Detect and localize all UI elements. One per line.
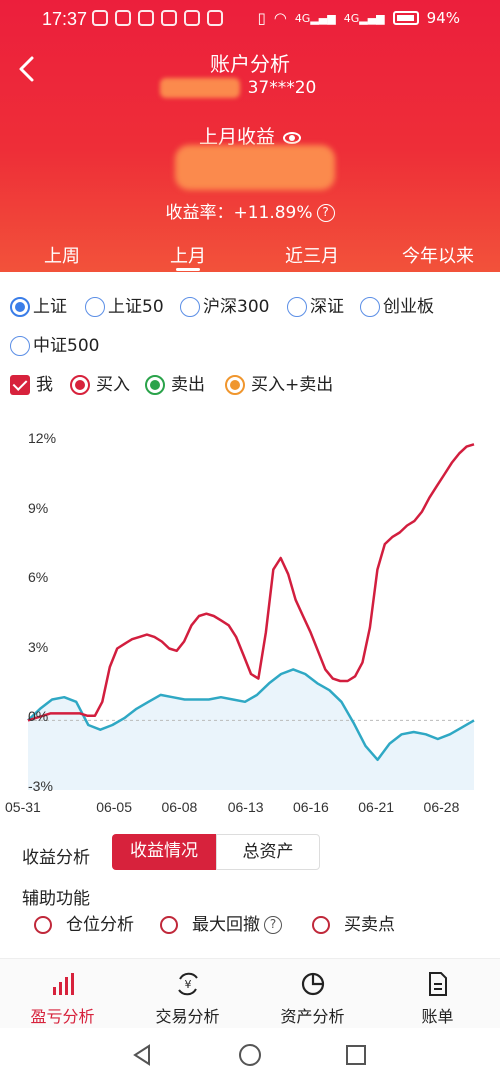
benchmark-csi300[interactable]: 沪深300	[180, 292, 269, 317]
account-mask	[160, 78, 240, 98]
period-tabs: 上周 上月 近三月 今年以来	[0, 238, 500, 272]
help-icon[interactable]: ?	[316, 204, 335, 222]
nav-trade[interactable]: ¥ 交易分析	[125, 959, 250, 1029]
battery-icon	[392, 11, 419, 25]
benchmark-chinext[interactable]: 创业板	[360, 292, 434, 317]
yen-exchange-icon: ¥	[178, 972, 198, 996]
y-tick-label: 12%	[28, 430, 57, 446]
assist-position[interactable]: 仓位分析	[34, 910, 134, 935]
benchmark-szse[interactable]: 深证	[287, 292, 344, 317]
y-tick-label: -3%	[28, 778, 53, 794]
analysis-label: 收益分析	[22, 848, 90, 868]
tab-last-week[interactable]: 上周	[44, 246, 80, 267]
status-right: ▯ ◠ 4G▂▄▆ 4G▂▄▆ 94%	[257, 9, 460, 27]
x-tick-label: 06-08	[161, 799, 198, 815]
y-tick-label: 6%	[28, 569, 49, 586]
sell-dot-icon	[145, 375, 165, 395]
buysell-dot-icon	[225, 375, 245, 395]
month-earnings-label: 上月收益	[0, 122, 500, 149]
wifi-icon: ◠	[273, 9, 287, 27]
system-nav-bar	[0, 1028, 500, 1083]
radio-icon	[34, 916, 52, 934]
benchmark-sse[interactable]: 上证	[10, 292, 67, 317]
shield-icon	[115, 10, 131, 26]
legend-me[interactable]: 我	[10, 370, 53, 395]
benchmark-sse50[interactable]: 上证50	[85, 292, 164, 317]
document-icon	[429, 972, 447, 996]
vibrate-icon: ▯	[257, 9, 266, 27]
nav-bill[interactable]: 账单	[375, 959, 500, 1029]
recents-square-icon[interactable]	[344, 1043, 368, 1067]
notification-icons	[92, 10, 223, 26]
y-tick-label: 0%	[28, 708, 49, 725]
radio-icon	[360, 297, 380, 317]
tab-ytd[interactable]: 今年以来	[402, 246, 474, 267]
radio-icon	[312, 916, 330, 934]
signal-icon-2: 4G▂▄▆	[343, 11, 385, 25]
radio-icon	[10, 297, 30, 317]
y-tick-label: 3%	[28, 638, 49, 655]
header: 17:37 ▯ ◠ 4G▂▄▆ 4G▂▄▆ 94% 账户分析 37***20 上…	[0, 0, 500, 272]
assist-drawdown[interactable]: 最大回撤?	[160, 910, 282, 935]
x-tick-label: 05-31	[5, 799, 41, 815]
nav-assets[interactable]: 资产分析	[250, 959, 375, 1029]
y-tick-label: 9%	[28, 499, 49, 516]
tab-last-3-months[interactable]: 近三月	[285, 246, 339, 267]
eye-icon[interactable]	[283, 131, 301, 144]
bar-chart-icon	[53, 973, 74, 995]
legend-sell[interactable]: 卖出	[145, 370, 205, 395]
benchmark-area	[28, 669, 474, 790]
account-number: 37***20	[247, 78, 317, 98]
tab-last-month[interactable]: 上月	[128, 242, 248, 271]
benchmark-line	[27, 668, 475, 762]
assist-label: 辅助功能	[22, 889, 90, 909]
radio-icon	[160, 916, 178, 934]
bottom-nav: 盈亏分析 ¥ 交易分析 资产分析 账单	[0, 958, 500, 1028]
checkbox-icon	[10, 375, 30, 395]
seg-returns[interactable]: 收益情况	[112, 834, 216, 870]
x-tick-label: 06-05	[96, 799, 132, 815]
x-tick-label: 06-21	[358, 799, 395, 815]
signal-icon-1: 4G▂▄▆	[294, 11, 336, 25]
my-return-line	[27, 443, 475, 722]
page-title: 账户分析	[210, 52, 290, 76]
pie-chart-icon	[301, 972, 325, 996]
status-bar: 17:37 ▯ ◠ 4G▂▄▆ 4G▂▄▆ 94%	[0, 0, 500, 38]
x-tick-label: 06-16	[293, 799, 329, 815]
radio-icon	[180, 297, 200, 317]
status-time: 17:37	[42, 9, 88, 29]
returns-chart	[27, 443, 475, 790]
help-icon[interactable]: ?	[264, 916, 282, 934]
app-icon	[92, 10, 108, 26]
radio-icon	[10, 336, 30, 356]
benchmark-csi500[interactable]: 中证500	[10, 331, 99, 356]
legend-buy[interactable]: 买入	[70, 370, 130, 395]
x-tick-label: 06-13	[227, 799, 264, 815]
seg-total-assets[interactable]: 总资产	[216, 834, 320, 870]
battery-percent: 94%	[426, 9, 460, 27]
radio-icon	[85, 297, 105, 317]
legend-buy-sell[interactable]: 买入+卖出	[225, 370, 333, 395]
radio-icon	[287, 297, 307, 317]
app-icon	[138, 10, 154, 26]
back-triangle-icon[interactable]	[130, 1043, 154, 1067]
return-rate: 收益率：+11.89%?	[0, 198, 500, 223]
speed-icon	[184, 10, 200, 26]
svg-text:¥: ¥	[185, 978, 192, 991]
x-tick-label: 06-28	[423, 799, 460, 815]
buy-dot-icon	[70, 375, 90, 395]
nav-pnl[interactable]: 盈亏分析	[0, 959, 125, 1029]
earnings-mask	[175, 145, 335, 190]
home-circle-icon[interactable]	[238, 1043, 262, 1067]
assist-trade-points[interactable]: 买卖点	[312, 910, 395, 935]
app-icon	[161, 10, 177, 26]
back-arrow-icon[interactable]	[14, 54, 42, 84]
alarm-icon	[207, 10, 223, 26]
